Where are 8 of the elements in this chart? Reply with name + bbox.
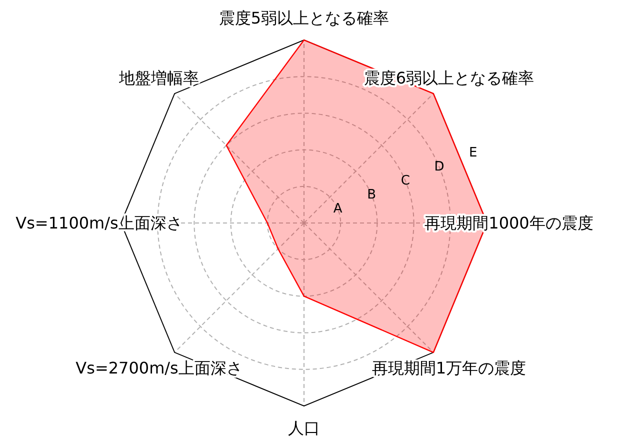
y-tick-label: A [333, 201, 342, 216]
y-tick-label: E [468, 145, 478, 160]
y-tick-label: D [434, 159, 444, 174]
y-tick-label: B [367, 187, 376, 202]
spoke-label: 人口 [288, 418, 320, 438]
spoke-label: 地盤増幅率 [118, 68, 200, 88]
y-tick-label: C [400, 173, 410, 188]
spoke-label: 震度5弱以上となる確率 [218, 8, 390, 28]
